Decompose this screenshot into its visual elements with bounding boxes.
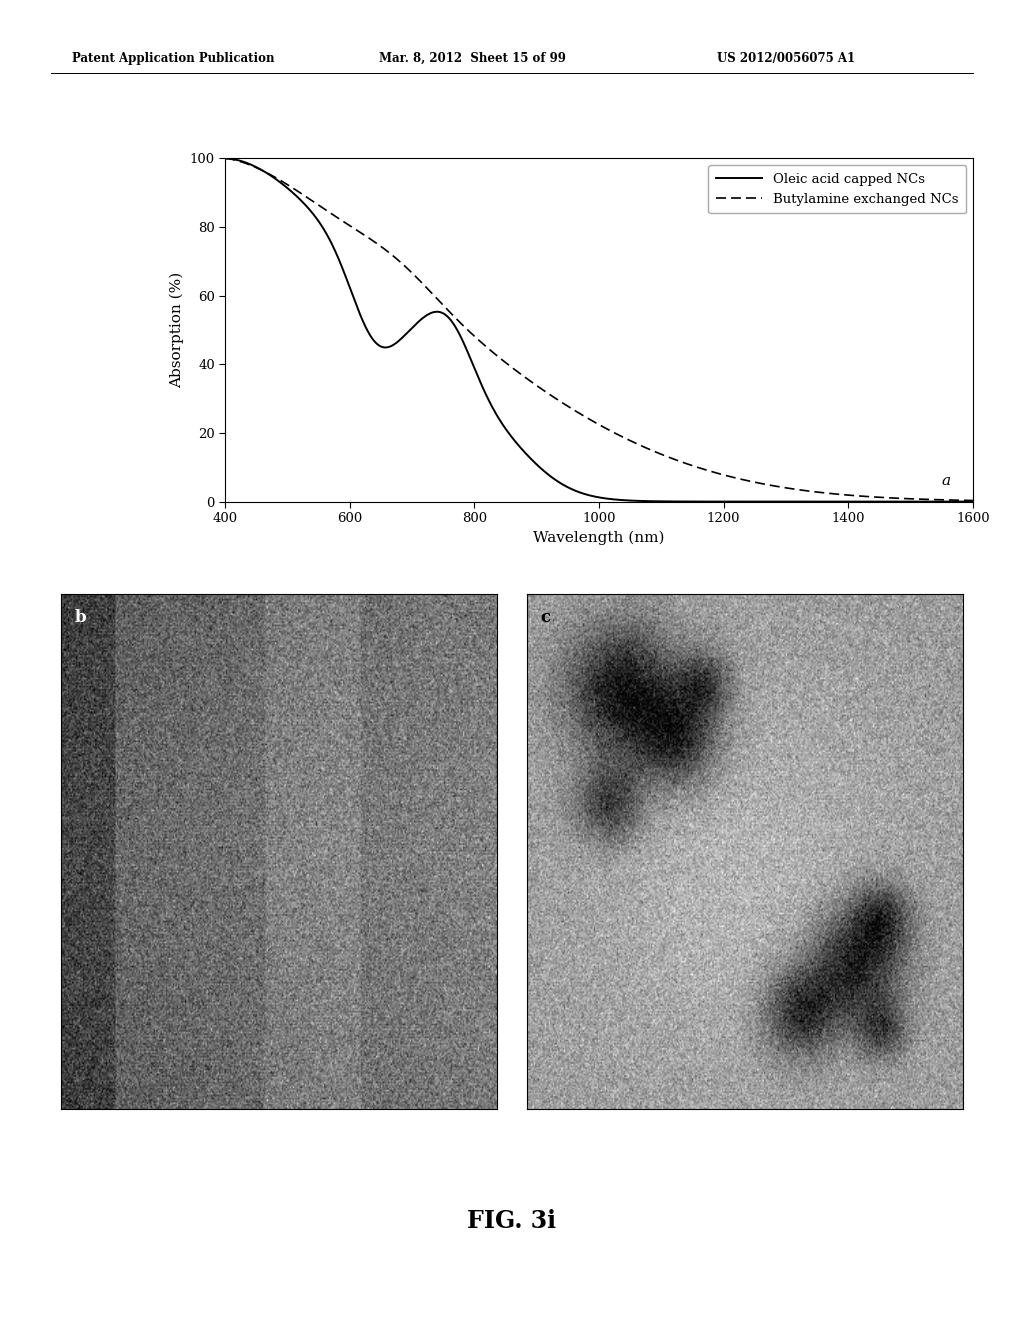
Text: US 2012/0056075 A1: US 2012/0056075 A1 [717, 51, 855, 65]
Text: a: a [941, 474, 950, 488]
Text: Mar. 8, 2012  Sheet 15 of 99: Mar. 8, 2012 Sheet 15 of 99 [379, 51, 565, 65]
Text: b: b [75, 610, 86, 627]
Legend: Oleic acid capped NCs, Butylamine exchanged NCs: Oleic acid capped NCs, Butylamine exchan… [709, 165, 967, 214]
Text: c: c [541, 610, 551, 627]
Text: FIG. 3i: FIG. 3i [467, 1209, 557, 1233]
X-axis label: Wavelength (nm): Wavelength (nm) [534, 531, 665, 545]
Text: Patent Application Publication: Patent Application Publication [72, 51, 274, 65]
Y-axis label: Absorption (%): Absorption (%) [170, 272, 184, 388]
